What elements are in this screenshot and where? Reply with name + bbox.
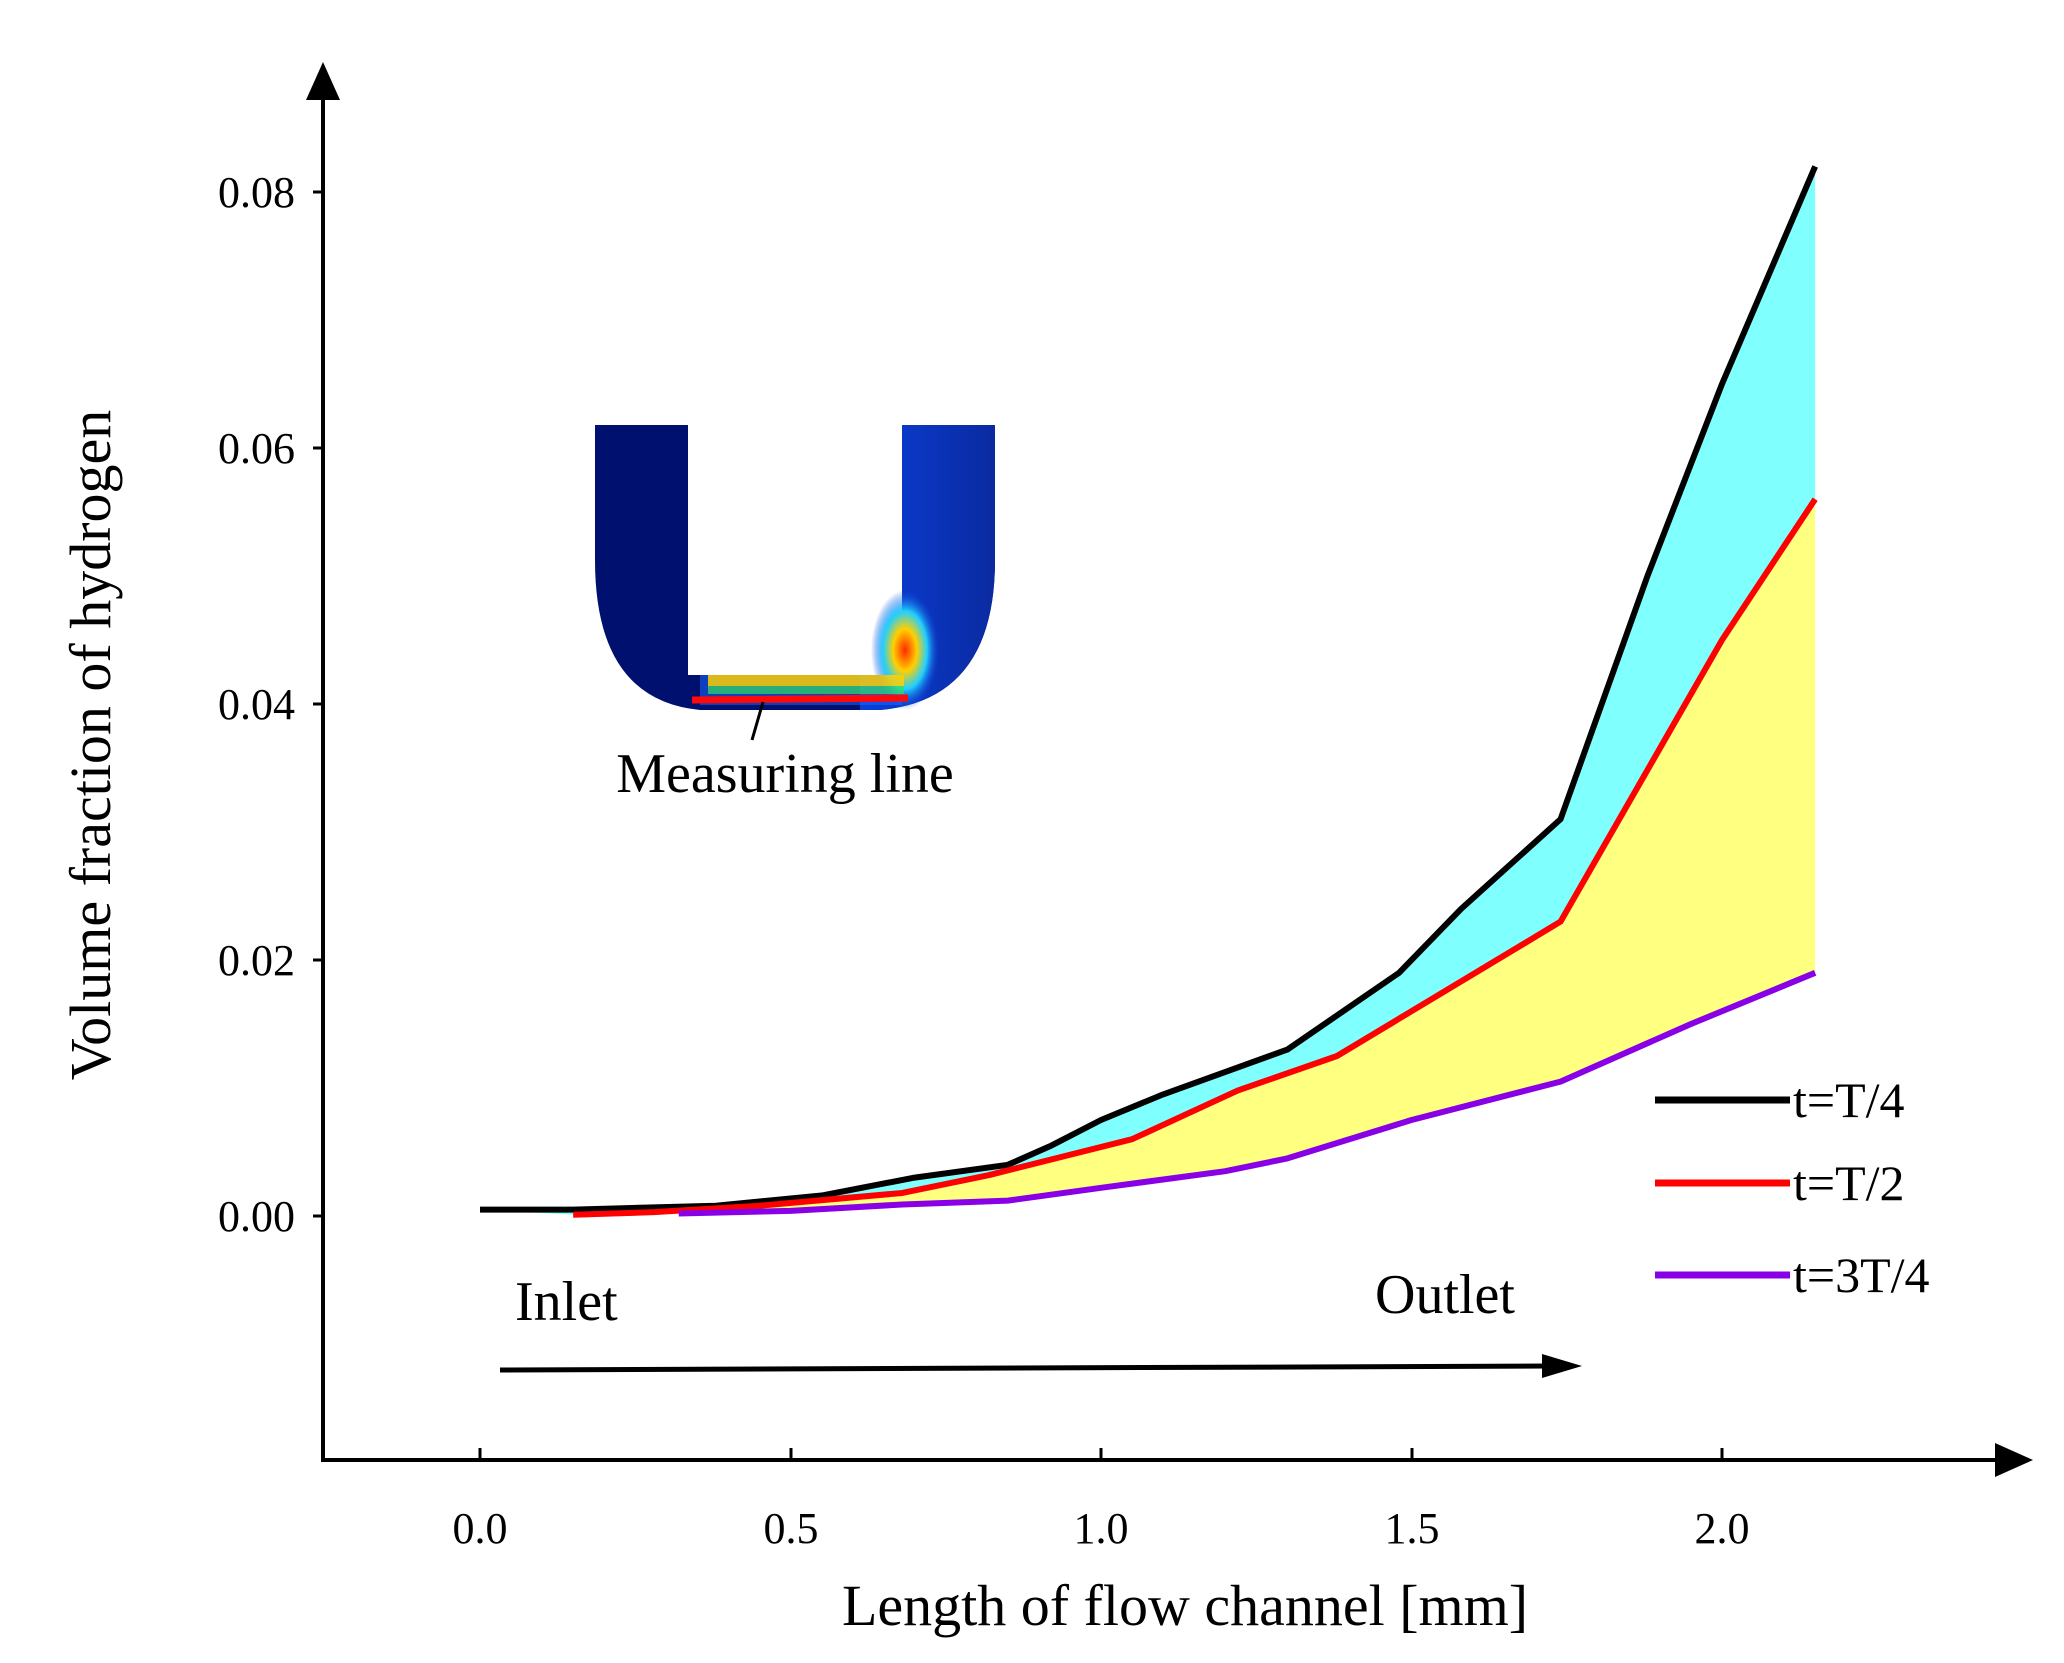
ticks xyxy=(313,190,1724,1460)
legend-label-t-t4: t=T/4 xyxy=(1793,1072,1905,1128)
series-line-t-3t4 xyxy=(678,970,1817,1217)
y-axis-title: Volume fraction of hydrogen xyxy=(58,410,123,1081)
u-channel-bottom-warm-band xyxy=(708,686,904,694)
legend-label-t-3t4: t=3T/4 xyxy=(1793,1247,1930,1303)
fill-between-t-t2-and-t-3t4 xyxy=(573,499,1816,1215)
y-tick-label-2: 0.04 xyxy=(218,680,295,729)
outlet-label: Outlet xyxy=(1375,1264,1515,1326)
flow-direction-annotation: Inlet Outlet xyxy=(499,1264,1582,1378)
y-tick-labels: 0.00 0.02 0.04 0.06 0.08 xyxy=(218,168,295,1241)
measuring-line-label: Measuring line xyxy=(616,743,953,805)
y-axis-arrow xyxy=(306,62,340,100)
u-channel-right-wall-gradient xyxy=(860,425,995,710)
flow-arrow-head xyxy=(1542,1354,1582,1378)
u-channel-bottom-hot-band xyxy=(708,675,904,686)
y-tick-label-3: 0.06 xyxy=(218,424,295,473)
inlet-label: Inlet xyxy=(515,1271,618,1333)
x-tick-label-2: 1.0 xyxy=(1074,1504,1129,1553)
x-tick-label-4: 2.0 xyxy=(1695,1504,1750,1553)
x-tick-label-0: 0.0 xyxy=(453,1504,508,1553)
x-tick-label-1: 0.5 xyxy=(764,1504,819,1553)
y-tick-label-4: 0.08 xyxy=(218,168,295,217)
x-tick-labels: 0.0 0.5 1.0 1.5 2.0 xyxy=(453,1504,1750,1553)
series-line-t-t4 xyxy=(480,165,1818,1213)
flow-arrow-line xyxy=(499,1363,1551,1373)
series-lines xyxy=(480,165,1818,1218)
legend-label-t-t2: t=T/2 xyxy=(1793,1155,1905,1211)
y-tick-label-0: 0.00 xyxy=(218,1192,295,1241)
x-axis-arrow xyxy=(1995,1443,2033,1477)
fill-regions xyxy=(480,166,1816,1215)
legend: t=T/4 t=T/2 t=3T/4 xyxy=(1655,1072,1930,1303)
u-channel-contour-inset: Measuring line xyxy=(595,425,995,805)
y-tick-label-1: 0.02 xyxy=(218,936,295,985)
x-tick-label-3: 1.5 xyxy=(1385,1504,1440,1553)
measuring-line-pointer xyxy=(750,701,765,741)
axes xyxy=(306,62,2033,1477)
series-line-t-t2 xyxy=(573,497,1818,1218)
measuring-line xyxy=(691,694,909,704)
fill-between-t-t4-and-t-t2 xyxy=(480,166,1816,1215)
x-axis-title: Length of flow channel [mm] xyxy=(842,1573,1528,1638)
